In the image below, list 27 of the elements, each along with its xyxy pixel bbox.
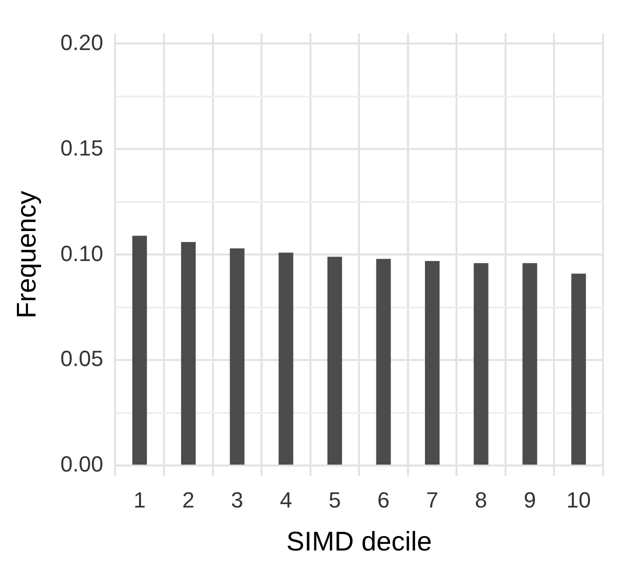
bar (132, 236, 147, 465)
bar (230, 248, 244, 465)
bar (522, 263, 538, 465)
x-tick-label: 6 (377, 487, 390, 512)
y-tick-label: 0.00 (60, 452, 104, 477)
y-axis-title: Frequency (12, 190, 42, 318)
bar (278, 252, 294, 465)
y-tick-label: 0.15 (60, 135, 104, 160)
bar (181, 242, 196, 465)
bar (376, 258, 391, 465)
x-tick-label: 5 (328, 487, 341, 512)
x-axis-title: SIMD decile (286, 526, 432, 556)
x-tick-label: 1 (133, 487, 146, 512)
bar (327, 256, 342, 465)
x-tick-label: 8 (474, 487, 488, 512)
bar (474, 263, 488, 465)
x-tick-label: 10 (566, 487, 591, 512)
x-tick-label: 4 (280, 487, 292, 512)
y-tick-label: 0.20 (60, 30, 104, 55)
x-tick-label: 9 (524, 487, 536, 512)
x-tick-label: 7 (426, 487, 438, 512)
y-tick-label: 0.05 (60, 346, 104, 372)
bar (571, 274, 586, 465)
bar (424, 261, 440, 465)
y-tick-label: 0.10 (60, 240, 104, 266)
x-tick-label: 2 (182, 487, 195, 512)
x-tick-label: 3 (231, 487, 244, 512)
